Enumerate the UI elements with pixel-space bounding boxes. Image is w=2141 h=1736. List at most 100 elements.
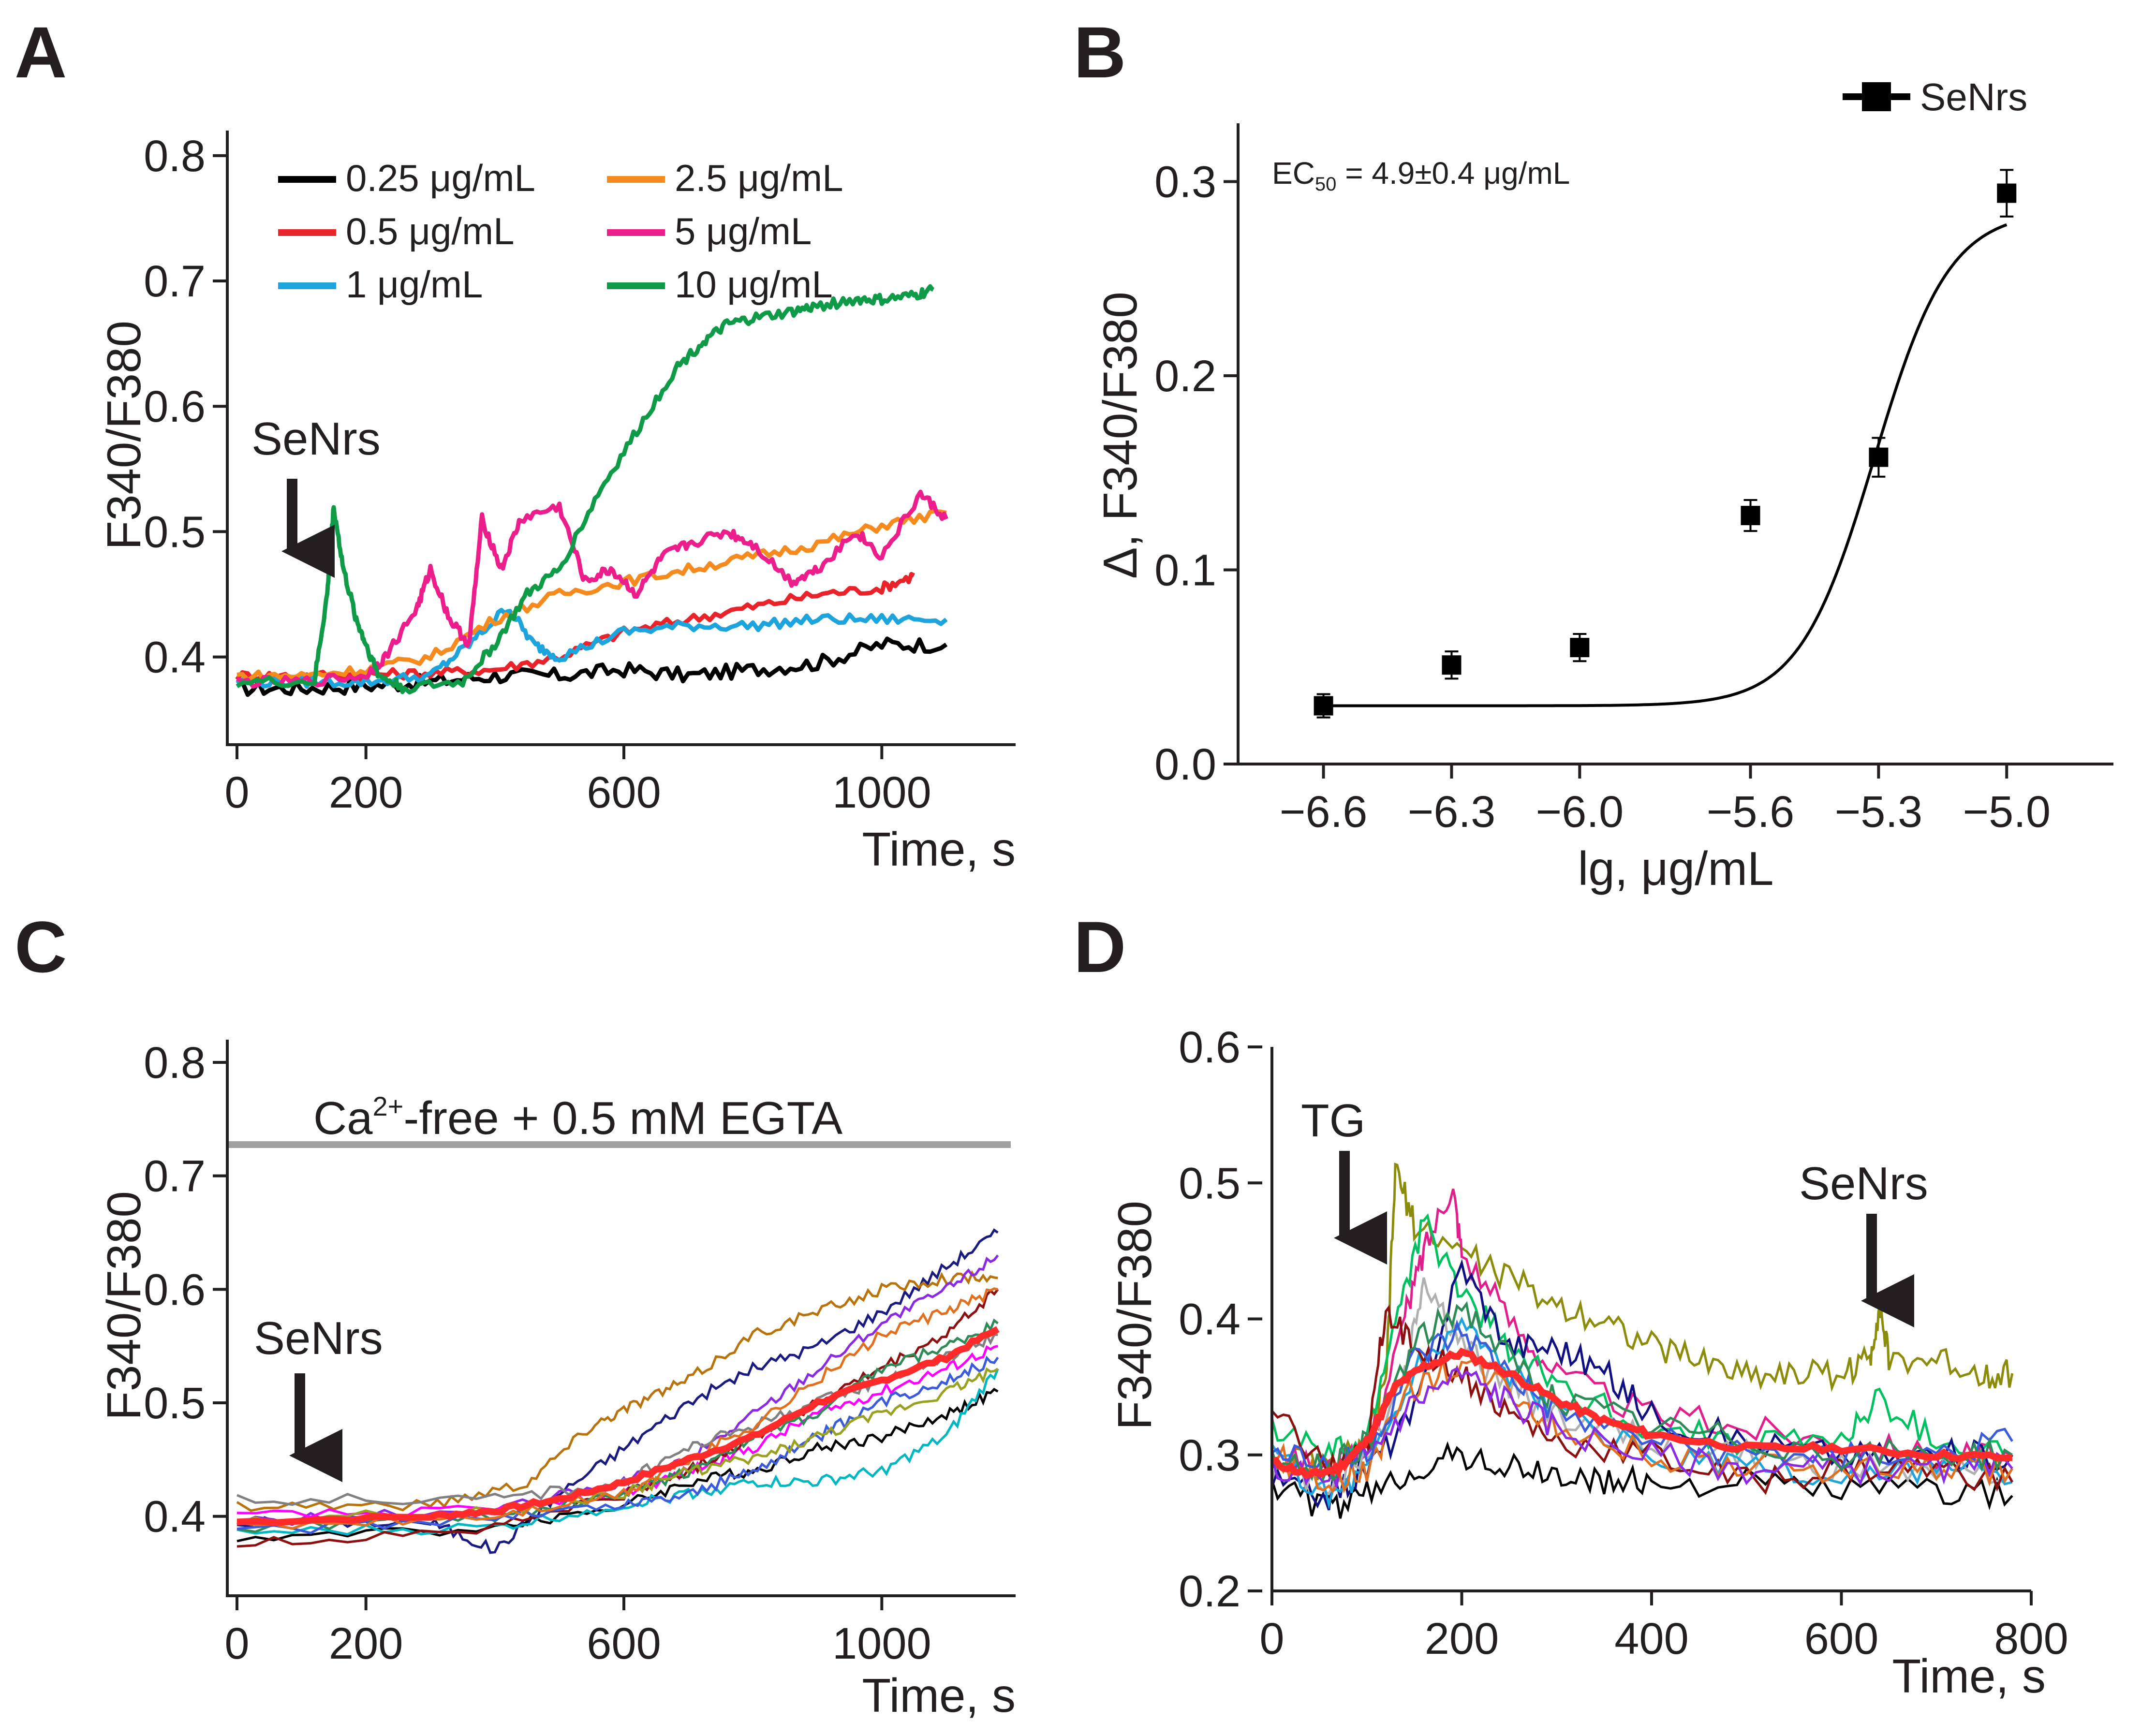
panel-b-fit-curve (1323, 223, 2008, 707)
panel-d-senrs-label: SeNrs (1799, 1158, 1928, 1209)
panel-c-egta-label: Ca2+-free + 0.5 mM EGTA (313, 1091, 842, 1144)
data-point (1442, 655, 1462, 675)
panel-c-cell-trace (236, 1368, 999, 1536)
panel-b-ylabel: Δ, F340/F380 (1093, 292, 1147, 579)
panel-a-series-line (236, 607, 948, 689)
panel-d-chart: 0.20.30.40.50.6 0 200 400 600 800 F340/F380 … (1108, 1023, 2068, 1703)
xtick-label: −5.6 (1707, 787, 1795, 837)
panel-c-senrs-label: SeNrs (254, 1312, 383, 1364)
ytick-label: 0.7 (144, 1152, 206, 1201)
panel-a-series-line (236, 284, 935, 694)
xtick-label: −6.0 (1536, 787, 1624, 837)
panel-letter-c: C (15, 906, 67, 987)
panel-b-chart: 0.0 0.1 0.2 0.3 −6.6 −6.3 −6.0 −5.6 −5.3 −5.0 Δ,… (1093, 75, 2113, 895)
legend-label: 0.5 μg/mL (346, 210, 514, 252)
ytick-label: 0.3 (1179, 1431, 1240, 1480)
xtick-label: 400 (1614, 1614, 1689, 1663)
fit-curve (1323, 223, 2008, 707)
ytick-label: 0.6 (144, 1265, 206, 1314)
panel-letter-d: D (1074, 906, 1126, 987)
panel-b-legend-label: SeNrs (1920, 75, 2027, 118)
panel-c-cell-trace (236, 1270, 998, 1512)
panel-b-xlabel: lg, μg/mL (1578, 842, 1773, 895)
ytick-label: 0.8 (144, 132, 206, 181)
panel-b-xticks: −6.6 −6.3 −6.0 −5.6 −5.3 −5.0 (1280, 764, 2051, 837)
xtick-label: 0 (224, 1619, 249, 1668)
ytick-label: 0.4 (144, 1492, 206, 1542)
ytick-label: 0.3 (1154, 157, 1216, 206)
panel-c-cell-trace (236, 1287, 998, 1530)
xtick-label: 200 (329, 768, 403, 817)
data-point (1997, 183, 2017, 203)
panel-a-series-line (236, 509, 947, 683)
xtick-label: 1000 (832, 768, 931, 817)
panel-c-yticks: 0.4 0.5 0.6 0.7 0.8 (144, 1038, 227, 1542)
panel-b-points (1314, 169, 2017, 719)
xtick-label: 200 (1425, 1614, 1499, 1663)
panel-a-lines (235, 284, 948, 697)
legend-label: 0.25 μg/mL (346, 157, 535, 199)
xtick-label: 0 (224, 768, 249, 817)
legend-label: 2.5 μg/mL (675, 157, 843, 199)
panel-c-cell-trace (236, 1355, 999, 1534)
ytick-label: 0.2 (1154, 352, 1216, 401)
data-point (1570, 638, 1590, 658)
panel-a-legend: 0.25 μg/mL 0.5 μg/mL 1 μg/mL 2.5 μg/mL 5 μg/… (278, 157, 843, 306)
panel-a-series-line (236, 489, 948, 689)
xtick-label: −6.3 (1408, 787, 1496, 837)
ytick-label: 0.2 (1179, 1567, 1240, 1616)
panel-a-axes (226, 131, 1016, 746)
panel-a-chart: 0.4 0.5 0.6 0.7 0.8 0 200 600 1000 F340/F380 Ti… (97, 131, 1016, 876)
data-point (1314, 696, 1333, 716)
ytick-label: 0.6 (1179, 1023, 1240, 1072)
xtick-label: 600 (587, 1619, 661, 1668)
panel-c-cell-trace (236, 1228, 999, 1554)
panel-b-ec50: EC50 = 4.9±0.4 μg/mL (1272, 156, 1570, 195)
ytick-label: 0.7 (144, 257, 206, 306)
ytick-label: 0.5 (144, 1379, 206, 1428)
panel-b-yticks: 0.0 0.1 0.2 0.3 (1154, 157, 1238, 789)
panel-d-yticks: 0.2 0.3 0.4 0.5 0.6 (1179, 1023, 1262, 1616)
ytick-label: 0.8 (144, 1038, 206, 1088)
panel-a-ylabel: F340/F380 (97, 321, 150, 550)
panel-c-ylabel: F340/F380 (97, 1191, 150, 1420)
panel-d-tg-label: TG (1301, 1095, 1365, 1147)
data-point (1741, 506, 1760, 526)
xtick-label: 0 (1259, 1614, 1284, 1663)
panel-c-xticks: 0 200 600 1000 (224, 1596, 931, 1668)
ytick-label: 0.0 (1154, 740, 1216, 789)
panel-c-lines (236, 1228, 1000, 1554)
panel-b-legend-marker (1862, 82, 1891, 111)
ytick-label: 0.1 (1154, 545, 1216, 595)
panel-c-mean-trace (236, 1326, 1000, 1526)
panel-b-axes (1237, 123, 2113, 765)
panel-a-senrs-label: SeNrs (251, 413, 381, 465)
xtick-label: 1000 (832, 1619, 931, 1668)
panel-d-lines (1270, 1162, 2014, 1519)
panel-c-xlabel: Time, s (862, 1669, 1016, 1722)
panel-d-xlabel: Time, s (1892, 1649, 2046, 1703)
panel-a-series-line (236, 636, 948, 697)
data-point (1869, 447, 1889, 467)
panel-a-xlabel: Time, s (862, 823, 1016, 876)
legend-label: 5 μg/mL (675, 210, 812, 252)
ytick-label: 0.5 (144, 507, 206, 557)
ytick-label: 0.4 (144, 633, 206, 682)
panel-d-xticks: 0 200 400 600 800 (1259, 1591, 2068, 1663)
panel-letter-a: A (15, 12, 67, 93)
xtick-label: −5.0 (1963, 787, 2051, 837)
panel-d-ylabel: F340/F380 (1108, 1201, 1161, 1430)
panel-letter-b: B (1074, 12, 1126, 93)
xtick-label: 800 (1994, 1614, 2068, 1663)
panel-c-cell-trace (236, 1345, 998, 1520)
panel-a-yticks: 0.4 0.5 0.6 0.7 0.8 (144, 132, 227, 682)
legend-label: 10 μg/mL (675, 263, 833, 306)
ytick-label: 0.5 (1179, 1159, 1240, 1208)
panel-d-mean-trace (1271, 1347, 2013, 1479)
panel-a-xticks: 0 200 600 1000 (224, 745, 931, 817)
xtick-label: −6.6 (1280, 787, 1368, 837)
panel-c-chart: Ca2+-free + 0.5 mM EGTA 0.40.50.60.70.8 … (97, 1038, 1016, 1722)
xtick-label: 200 (329, 1619, 403, 1668)
ytick-label: 0.6 (144, 382, 206, 431)
